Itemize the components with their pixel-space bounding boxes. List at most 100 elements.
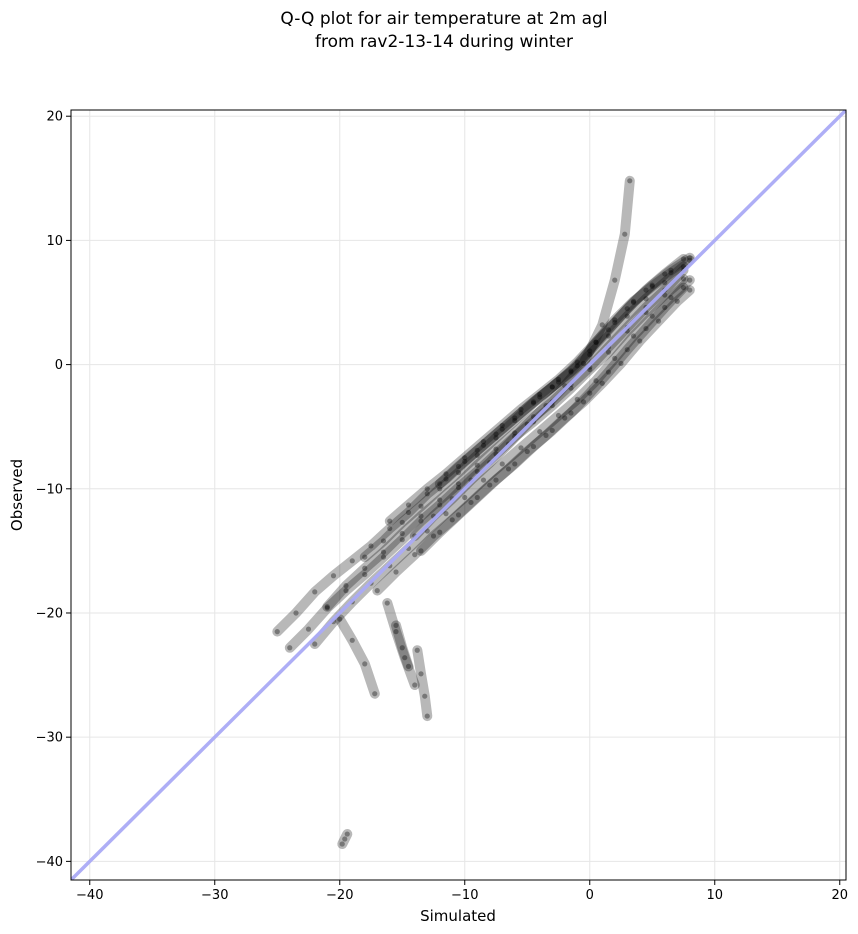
data-point — [418, 513, 424, 519]
data-point — [443, 511, 449, 517]
data-point — [455, 484, 462, 491]
data-point — [330, 573, 337, 579]
data-point — [474, 494, 480, 501]
data-point — [643, 296, 649, 302]
data-point — [424, 713, 430, 719]
data-point — [649, 313, 655, 319]
point-cloud-band — [284, 273, 689, 653]
data-point — [499, 426, 505, 432]
y-tick-label: −20 — [36, 606, 63, 621]
data-point — [537, 394, 543, 400]
data-point — [368, 543, 374, 549]
data-point — [612, 277, 618, 283]
data-point — [337, 616, 343, 622]
data-point — [412, 552, 418, 558]
data-points — [272, 175, 695, 849]
data-point — [555, 376, 562, 383]
data-point — [455, 470, 462, 476]
point-cloud-band — [272, 255, 695, 637]
data-point — [518, 410, 524, 416]
data-point — [537, 391, 543, 398]
y-tick-label: 10 — [46, 234, 63, 249]
y-tick-label: −40 — [36, 855, 63, 870]
data-point — [599, 380, 605, 386]
data-point — [384, 600, 390, 606]
data-point — [480, 477, 487, 483]
data-point — [643, 287, 649, 293]
data-point — [462, 494, 468, 501]
data-point — [372, 691, 378, 697]
data-point — [274, 629, 280, 635]
data-point — [380, 549, 387, 555]
data-point — [480, 442, 487, 448]
data-point — [430, 533, 437, 539]
data-point — [512, 461, 518, 467]
data-point — [293, 610, 299, 616]
data-point — [568, 410, 574, 416]
chart-title-line2: from rav2-13-14 during winter — [315, 32, 573, 52]
data-point — [324, 604, 330, 610]
data-point — [305, 626, 312, 632]
x-tick-label: −10 — [451, 888, 478, 903]
data-point — [580, 399, 587, 405]
point-cloud-band — [384, 252, 695, 527]
data-point — [362, 661, 368, 667]
reference-line-group — [71, 110, 846, 880]
data-point — [437, 497, 443, 503]
data-point — [487, 482, 493, 488]
point-cloud-band — [382, 598, 420, 690]
data-point — [474, 452, 480, 458]
data-point — [574, 396, 580, 402]
data-point — [543, 432, 549, 438]
data-point — [549, 384, 555, 390]
data-point — [437, 486, 443, 492]
data-point — [312, 589, 318, 595]
data-point — [587, 390, 593, 396]
chart-title-line1: Q-Q plot for air temperature at 2m agl — [280, 9, 607, 29]
y-tick-label: 0 — [55, 358, 63, 373]
x-tick-label: −40 — [76, 888, 103, 903]
x-tick-label: −30 — [201, 888, 228, 903]
x-tick-label: 10 — [706, 888, 723, 903]
data-point — [655, 318, 662, 324]
data-point — [512, 430, 518, 436]
data-point — [374, 588, 380, 594]
point-cloud-band — [309, 275, 695, 649]
data-point — [618, 360, 624, 366]
data-point — [412, 682, 418, 688]
data-point — [530, 399, 537, 405]
data-point — [587, 352, 593, 358]
data-point — [405, 502, 412, 508]
data-point — [455, 463, 462, 470]
point-cloud-band — [322, 265, 689, 612]
data-point — [612, 319, 618, 325]
data-point — [462, 458, 468, 465]
data-point — [593, 339, 599, 345]
data-point — [343, 588, 349, 594]
data-point — [674, 298, 680, 304]
data-point — [418, 503, 424, 509]
data-point — [312, 641, 318, 647]
y-axis-label: Observed — [8, 459, 26, 531]
data-point — [499, 422, 505, 429]
data-point — [362, 565, 368, 571]
data-point — [624, 306, 630, 312]
data-point — [568, 369, 574, 375]
data-point — [405, 509, 412, 515]
data-point — [574, 359, 580, 365]
data-point — [580, 360, 587, 366]
data-point — [405, 663, 412, 669]
data-point — [437, 481, 443, 487]
data-point — [593, 378, 599, 384]
data-point — [574, 363, 580, 369]
data-point — [662, 271, 668, 277]
data-point — [468, 499, 474, 506]
data-point — [630, 333, 637, 339]
data-point — [605, 327, 612, 333]
data-point — [649, 282, 655, 288]
data-point — [393, 622, 399, 629]
data-point — [668, 267, 674, 273]
data-point — [605, 333, 612, 339]
data-point — [587, 348, 593, 354]
